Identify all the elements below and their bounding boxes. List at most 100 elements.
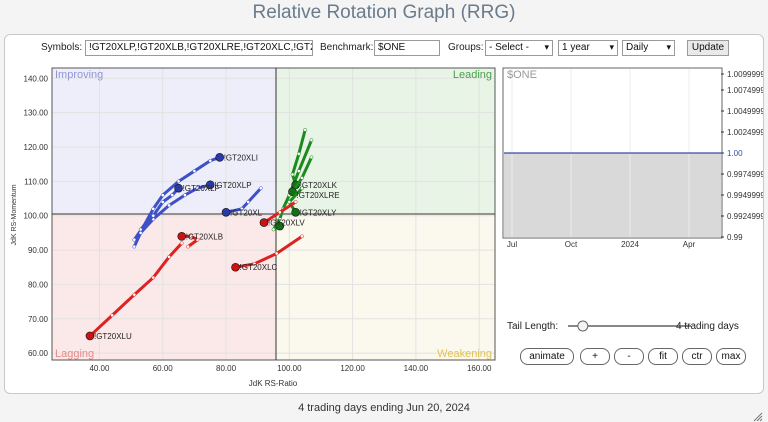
rrg-head-point[interactable] (288, 187, 297, 196)
rrg-tail-point (151, 213, 156, 218)
rrg-tail-point (208, 158, 213, 163)
benchmark-x-tick-label: Jul (507, 240, 517, 249)
period-select[interactable]: 1 year ▾ (558, 40, 618, 56)
rrg-head-point[interactable] (291, 207, 300, 217)
rrg-tail-gt20xlu[interactable] (88, 241, 184, 338)
rrg-x-tick-label: 120.00 (340, 364, 365, 373)
benchmark-y-tick-label: 1.0074999 (727, 86, 763, 95)
rrg-x-tick-label: 100.00 (277, 364, 302, 373)
rrg-x-tick-label: 40.00 (89, 364, 110, 373)
rrg-x-ticks: 40.00 60.00 80.00 100.00 120.00 140.00 160.00 (89, 364, 492, 373)
ctr-button[interactable]: ctr (682, 348, 712, 365)
chevron-down-icon: ▾ (609, 42, 614, 52)
rrg-y-tick-label: 80.00 (28, 280, 49, 289)
rrg-tail-point (160, 200, 165, 204)
rrg-tail-point (290, 172, 295, 177)
benchmark-y-tick-label: 0.9949999 (727, 191, 763, 200)
rrg-head-point[interactable] (221, 207, 231, 217)
rrg-tail-point (176, 179, 181, 184)
rrg-series-label: !GT20XLK (300, 181, 338, 190)
rrg-series-label: !GT20XLV (268, 219, 305, 228)
update-button[interactable]: Update (687, 40, 729, 56)
symbols-label: Symbols: (41, 42, 83, 53)
rrg-tail-point (277, 217, 282, 222)
rrg-tail-point (277, 210, 282, 215)
rrg-tail-point (195, 186, 200, 191)
rrg-head-point[interactable] (85, 331, 95, 341)
rrg-tail-point (132, 244, 137, 249)
rrg-tail-gt20xlc[interactable] (234, 234, 304, 269)
rrg-tail-gt20xlk[interactable] (290, 128, 307, 187)
rrg-tail-gt20xle[interactable] (224, 186, 263, 214)
benchmark-input[interactable]: $ONE (374, 40, 440, 56)
rrg-tail-point (240, 206, 244, 211)
plus-button[interactable]: + (580, 348, 610, 365)
rrg-tail-point (300, 176, 304, 180)
benchmark-y-tick-label: 0.99 (727, 233, 743, 242)
rrg-head-point[interactable] (177, 232, 187, 241)
rrg-tail-point (287, 200, 292, 204)
rrg-head-point[interactable] (205, 180, 215, 190)
rrg-head-point[interactable] (174, 183, 183, 193)
benchmark-y-tick-label: 0.9924999 (727, 212, 763, 221)
rrg-series-label: !GT20XLU (94, 332, 132, 341)
tail-slider-thumb[interactable] (577, 320, 589, 332)
rrg-tail-point (246, 200, 251, 204)
rrg-tail-point (138, 231, 143, 235)
rrg-tail-point (300, 234, 304, 239)
rrg-x-tick-label: 80.00 (216, 364, 237, 373)
quadrant-label-weakening: Weakening (437, 348, 492, 360)
chevron-down-icon: ▾ (666, 42, 671, 52)
max-button[interactable]: max (716, 348, 746, 365)
rrg-series-label: !GT20XLI (224, 153, 258, 162)
rrg-y-tick-label: 90.00 (28, 246, 49, 255)
rrg-head-point[interactable] (259, 218, 269, 227)
rrg-head-point[interactable] (215, 153, 225, 162)
rrg-tail-gt20xlb[interactable] (180, 234, 200, 249)
rrg-tail-point (296, 152, 301, 156)
rrg-series-label: !GT20XLF (183, 184, 220, 193)
rrg-series-label: !GT20XLP (214, 181, 251, 190)
tail-length-label: Tail Length: (507, 321, 559, 332)
rrg-tail-point (167, 203, 171, 208)
rrg-tail-point (271, 227, 276, 232)
period-value: 1 year (562, 42, 590, 53)
quadrant-label-improving: Improving (55, 69, 103, 81)
rrg-head-point[interactable] (275, 221, 285, 231)
rrg-x-axis-title: JdK RS-Ratio (249, 379, 298, 388)
animate-button[interactable]: animate (520, 348, 574, 365)
benchmark-area-fill (504, 153, 721, 237)
groups-select[interactable]: - Select - ▾ (485, 40, 553, 56)
benchmark-x-ticks: Jul Oct 2024 Apr (507, 240, 696, 249)
benchmark-y-ticks: 1.0099999 1.0074999 1.0049999 1.0024999 0.99… (727, 70, 763, 242)
rrg-y-tick-label: 140.00 (24, 74, 49, 83)
rrg-tail-point (274, 251, 279, 256)
rrg-tail-point (179, 241, 184, 246)
rrg-y-tick-label: 120.00 (24, 143, 49, 152)
rrg-tail-point (151, 206, 156, 211)
rrg-tail-point (309, 138, 314, 142)
fit-button[interactable]: fit (648, 348, 678, 365)
rrg-y-ticks: 140.00 130.00 120.00 110.00 100.00 90.00 80.00… (24, 74, 49, 358)
rrg-tail-point (189, 234, 194, 239)
quadrant-weakening (276, 214, 495, 360)
quadrant-lagging (52, 214, 276, 360)
rrg-y-tick-label: 130.00 (24, 109, 49, 118)
minus-button[interactable]: - (614, 348, 644, 365)
rrg-tail-point (303, 127, 307, 132)
rrg-head-point[interactable] (231, 262, 240, 272)
interval-select[interactable]: Daily ▾ (622, 40, 675, 56)
rrg-tail-point (167, 255, 171, 259)
benchmark-y-tick-label: 1.0024999 (727, 128, 763, 137)
symbols-input[interactable]: !GT20XLP,!GT20XLB,!GT20XLRE,!GT20XLC,!GT… (85, 40, 313, 56)
benchmark-x-tick-label: Oct (565, 240, 578, 249)
rrg-tail-point (170, 193, 175, 197)
rrg-tail-point (160, 193, 165, 197)
rrg-tail-point (296, 169, 301, 173)
toolbar: Symbols: !GT20XLP,!GT20XLB,!GT20XLRE,!GT… (5, 40, 765, 58)
benchmark-x-tick-label: 2024 (621, 240, 639, 249)
quadrant-improving (52, 68, 276, 214)
rrg-x-tick-label: 160.00 (467, 364, 492, 373)
rrg-y-tick-label: 110.00 (24, 177, 48, 186)
rrg-tail-point (110, 313, 114, 318)
